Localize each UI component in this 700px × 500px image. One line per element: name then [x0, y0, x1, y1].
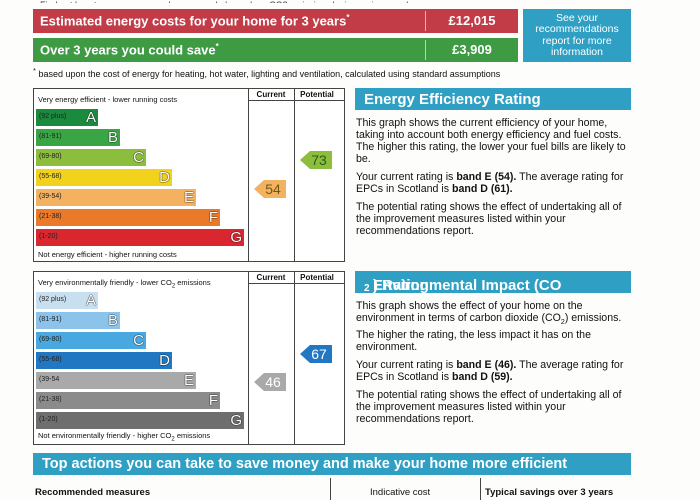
current-column-header: Current: [256, 273, 286, 282]
band-range-label: (81-91): [39, 316, 62, 323]
rating-band-f: (21-38) F: [36, 209, 220, 226]
chart-top-label: Very energy efficient - lower running co…: [38, 95, 178, 104]
band-letter: F: [208, 209, 218, 226]
rating-band-d: (55-68) D: [36, 352, 172, 369]
band-range-label: (21-38): [39, 396, 62, 403]
band-letter: A: [85, 292, 96, 309]
rating-band-g: (1-20) G: [36, 229, 244, 246]
current-rating-paragraph: Your current rating is band E (54). The …: [356, 171, 624, 195]
potential-column-header: Potential: [300, 90, 334, 99]
band-range-label: (69-80): [39, 336, 62, 343]
rating-band-f: (21-38) F: [36, 392, 220, 409]
rating-band-e: (39-54) E: [36, 189, 196, 206]
band-letter: C: [133, 332, 144, 349]
environmental-impact-description: This graph shows the effect of your home…: [356, 300, 636, 431]
potential-rating-paragraph: The potential rating shows the effect of…: [356, 389, 622, 426]
band-letter: B: [107, 312, 118, 329]
band-range-label: (1-20): [39, 416, 58, 423]
energy-efficiency-description: This graph shows the current efficiency …: [356, 117, 636, 243]
see-recommendations-box: See your recommendations report for more…: [523, 9, 631, 62]
current-column-header: Current: [256, 90, 286, 99]
band-letter: D: [159, 169, 170, 186]
chart-bottom-label: Not environmentally friendly - higher CO…: [38, 430, 211, 443]
band-range-label: (39-54: [39, 376, 60, 383]
band-range-label: (55-68): [39, 173, 62, 180]
environmental-impact-chart: Current Potential Very environmentally f…: [33, 271, 345, 445]
band-letter: G: [230, 412, 242, 429]
rating-band-b: (81-91) B: [36, 312, 120, 329]
band-letter: G: [230, 229, 242, 246]
potential-savings-row: Over 3 years you could save* £3,909: [33, 38, 518, 62]
rating-band-a: (92 plus) A: [36, 109, 98, 126]
estimated-costs-label: Estimated energy costs for your home for…: [40, 13, 350, 29]
band-range-label: (39-54): [39, 193, 62, 200]
rating-band-b: (81-91) B: [36, 129, 120, 146]
band-range-label: (92 plus): [39, 296, 67, 303]
rating-band-a: (92 plus) A: [36, 292, 98, 309]
band-range-label: (81-91): [39, 133, 62, 140]
cost-footnote: * based upon the cost of energy for heat…: [33, 66, 501, 79]
rating-band-e: (39-54 E: [36, 372, 196, 389]
band-letter: E: [183, 372, 194, 389]
potential-savings-label: Over 3 years you could save*: [40, 42, 219, 58]
section-heading-clipped: Find out how to save energy and money an…: [40, 0, 560, 3]
estimated-costs-value: £12,015: [425, 11, 518, 31]
recommended-measures-header: Recommended measures: [35, 487, 151, 498]
description-paragraph: This graph shows the current efficiency …: [356, 117, 626, 165]
indicative-cost-header: Indicative cost: [370, 487, 431, 498]
estimated-costs-row: Estimated energy costs for your home for…: [33, 9, 518, 33]
band-range-label: (92 plus): [39, 113, 67, 120]
description-paragraph: This graph shows the effect of your home…: [356, 300, 622, 354]
chart-top-label: Very environmentally friendly - lower CO…: [38, 278, 211, 290]
band-letter: B: [107, 129, 118, 146]
rating-band-c: (69-80) C: [36, 149, 146, 166]
potential-column-header: Potential: [300, 273, 334, 282]
potential-rating-paragraph: The potential rating shows the effect of…: [356, 201, 622, 237]
top-actions-title: Top actions you can take to save money a…: [33, 453, 631, 475]
see-recommendations-text: See your recommendations report for more…: [535, 11, 619, 58]
potential-rating-arrow: 67: [300, 345, 332, 363]
band-range-label: (69-80): [39, 153, 62, 160]
band-range-label: (55-68): [39, 356, 62, 363]
current-rating-arrow: 46: [254, 373, 286, 391]
energy-efficiency-panel-title: Energy Efficiency Rating: [355, 88, 631, 110]
band-letter: C: [133, 149, 144, 166]
rating-band-g: (1-20) G: [36, 412, 244, 429]
band-range-label: (21-38): [39, 213, 62, 220]
typical-savings-header: Typical savings over 3 years: [485, 487, 614, 498]
current-rating-arrow: 54: [254, 180, 286, 198]
rating-band-d: (55-68) D: [36, 169, 172, 186]
band-letter: D: [159, 352, 170, 369]
rating-band-c: (69-80) C: [36, 332, 146, 349]
environmental-impact-panel-title: Environmental Impact (CO 2) Rating: [355, 271, 631, 294]
potential-rating-arrow: 73: [300, 151, 332, 169]
band-letter: E: [183, 189, 194, 206]
current-rating-paragraph: Your current rating is band E (46). The …: [356, 359, 624, 384]
band-letter: F: [208, 392, 218, 409]
potential-savings-value: £3,909: [425, 40, 518, 60]
energy-efficiency-chart: Current Potential Very energy efficient …: [33, 88, 345, 262]
band-letter: A: [85, 109, 96, 126]
chart-bottom-label: Not energy efficient - higher running co…: [38, 250, 177, 259]
band-range-label: (1-20): [39, 233, 58, 240]
